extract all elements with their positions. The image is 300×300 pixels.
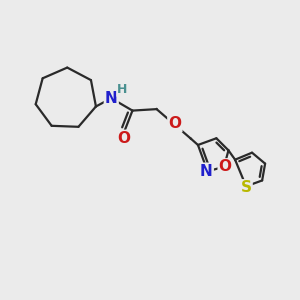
- Text: O: O: [117, 131, 130, 146]
- Text: S: S: [241, 180, 252, 195]
- Text: O: O: [219, 159, 232, 174]
- Text: N: N: [105, 91, 118, 106]
- Text: N: N: [200, 164, 213, 179]
- Text: H: H: [117, 83, 128, 96]
- Text: O: O: [168, 116, 182, 131]
